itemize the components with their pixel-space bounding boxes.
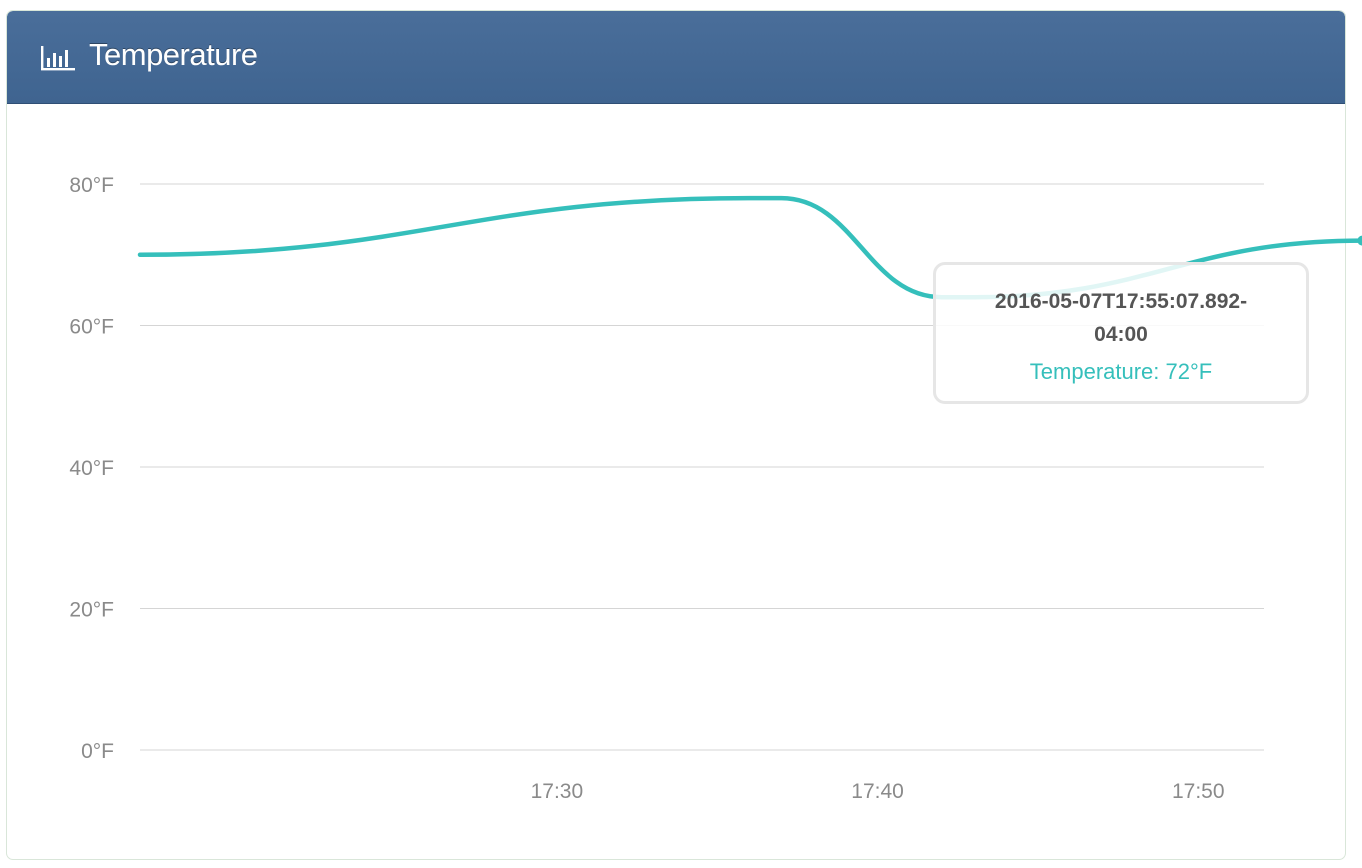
y-tick-label: 80°F [69, 174, 114, 197]
y-tick-label: 0°F [81, 740, 114, 763]
tooltip-time: 2016-05-07T17:55:07.892-04:00 [994, 290, 1248, 346]
panel-header: Temperature [7, 11, 1345, 104]
x-tick-label: 17:50 [1172, 780, 1225, 803]
data-point [1357, 235, 1362, 246]
chart-tooltip: 2016-05-07T17:55:07.892-04:00 Temperatur… [933, 262, 1309, 404]
panel-title: Temperature [89, 37, 258, 72]
bar-chart-icon [41, 46, 75, 71]
temperature-panel: Temperature [6, 10, 1346, 860]
tooltip-value: Temperature: 72°F [1029, 359, 1213, 384]
y-tick-label: 40°F [69, 457, 114, 480]
y-tick-label: 60°F [69, 316, 114, 339]
y-tick-label: 20°F [69, 599, 114, 622]
x-tick-label: 17:30 [531, 780, 584, 803]
x-tick-label: 17:40 [851, 780, 904, 803]
